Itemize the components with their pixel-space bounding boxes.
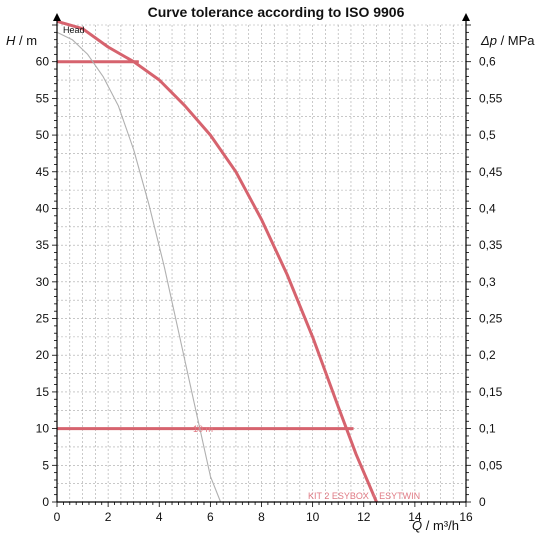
head-label: Head bbox=[63, 25, 85, 35]
series-line-0 bbox=[56, 19, 378, 503]
y-tick-label: 35 bbox=[36, 238, 50, 252]
x-tick-label: 6 bbox=[207, 510, 214, 524]
y2-tick-label: 0 bbox=[479, 495, 486, 509]
y-tick-label: 55 bbox=[36, 91, 50, 105]
y2-tick-label: 0,6 bbox=[479, 55, 496, 69]
y-tick-label: 0 bbox=[42, 495, 49, 509]
y2-tick-label: 0,1 bbox=[479, 422, 496, 436]
x-tick-label: 2 bbox=[105, 510, 112, 524]
x-tick-label: 10 bbox=[306, 510, 320, 524]
x-tick-label: 8 bbox=[258, 510, 265, 524]
right-axis-arrow bbox=[462, 13, 470, 21]
y-tick-label: 25 bbox=[36, 312, 50, 326]
y2-tick-label: 0,05 bbox=[479, 458, 503, 472]
y2-tick-label: 0,25 bbox=[479, 312, 503, 326]
x-tick-label: 12 bbox=[357, 510, 371, 524]
ticks: 05101520253035404550556000,050,10,150,20… bbox=[36, 24, 503, 524]
y2-tick-label: 0,3 bbox=[479, 275, 496, 289]
y2-tick-label: 0,2 bbox=[479, 348, 496, 362]
left-axis-arrow bbox=[53, 13, 61, 21]
right-axis-label: Δp / MPa bbox=[480, 33, 535, 48]
left-axis-label: H / m bbox=[6, 33, 37, 48]
x-tick-label: 14 bbox=[408, 510, 422, 524]
y-tick-label: 20 bbox=[36, 348, 50, 362]
x-tick-label: 4 bbox=[156, 510, 163, 524]
series-label: KIT 2 ESYBOX + ESYTWIN bbox=[308, 491, 420, 501]
x-axis-label: Q / m³/h bbox=[412, 518, 459, 533]
x-tick-label: 0 bbox=[54, 510, 61, 524]
y2-tick-label: 0,35 bbox=[479, 238, 503, 252]
y-tick-label: 40 bbox=[36, 201, 50, 215]
y-tick-label: 5 bbox=[42, 458, 49, 472]
y-tick-label: 45 bbox=[36, 165, 50, 179]
y2-tick-label: 0,15 bbox=[479, 385, 503, 399]
marker-label-10m: 10 m bbox=[193, 424, 213, 434]
grid bbox=[56, 24, 467, 503]
y-tick-label: 60 bbox=[36, 55, 50, 69]
y2-tick-label: 0,45 bbox=[479, 165, 503, 179]
chart-title: Curve tolerance according to ISO 9906 bbox=[148, 4, 405, 20]
x-tick-label: 16 bbox=[459, 510, 473, 524]
y2-tick-label: 0,55 bbox=[479, 91, 503, 105]
y-tick-label: 10 bbox=[36, 422, 50, 436]
y-tick-label: 50 bbox=[36, 128, 50, 142]
y-tick-label: 30 bbox=[36, 275, 50, 289]
y2-tick-label: 0,5 bbox=[479, 128, 496, 142]
curves bbox=[56, 19, 378, 503]
series-line-1 bbox=[56, 31, 222, 503]
y-tick-label: 15 bbox=[36, 385, 50, 399]
y2-tick-label: 0,4 bbox=[479, 201, 496, 215]
